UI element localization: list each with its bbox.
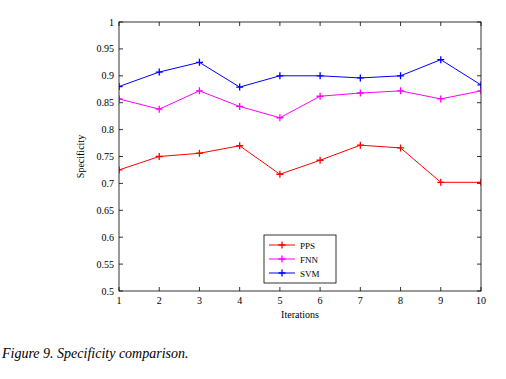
x-tick-label: 9 [438, 295, 443, 306]
plot-frame [119, 22, 481, 291]
x-tick-label: 6 [318, 295, 323, 306]
x-tick-label: 8 [398, 295, 403, 306]
series-marker [317, 72, 324, 79]
y-tick-label: 0.85 [97, 97, 115, 108]
y-tick-label: 0.6 [102, 232, 115, 243]
x-tick-label: 5 [277, 295, 282, 306]
y-tick-label: 0.7 [102, 178, 115, 189]
x-tick [239, 22, 240, 291]
series-marker [119, 83, 123, 90]
plot-area [119, 22, 481, 291]
series-line [119, 145, 481, 182]
series-marker [196, 87, 203, 94]
series-marker [236, 142, 243, 149]
x-tick-label: 4 [237, 295, 242, 306]
legend-marker [279, 270, 286, 277]
series-marker [397, 144, 404, 151]
series-marker [276, 114, 283, 121]
series-marker [397, 87, 404, 94]
series-marker [156, 69, 163, 76]
y-tick-label: 0.75 [97, 151, 115, 162]
series-marker [478, 81, 482, 88]
y-tick [119, 210, 481, 211]
x-tick-label: 1 [117, 295, 122, 306]
series-marker [437, 56, 444, 63]
y-tick-label: 0.55 [97, 259, 115, 270]
series-marker [437, 95, 444, 102]
series-marker [276, 72, 283, 79]
y-tick-label: 0.9 [102, 70, 115, 81]
legend-marker [279, 242, 286, 249]
series-marker [276, 171, 283, 178]
series-group [119, 56, 481, 186]
y-tick-label: 0.5 [102, 286, 115, 297]
x-tick-label: 7 [358, 295, 363, 306]
y-tick-label: 0.65 [97, 205, 115, 216]
series-marker [478, 179, 482, 186]
series-line [119, 91, 481, 118]
x-tick-label: 2 [157, 295, 162, 306]
caption: Figure 9. Specificity comparison. [1, 346, 189, 361]
series-marker [397, 72, 404, 79]
x-axis-label: Iterations [281, 309, 319, 320]
legend-marker [279, 256, 286, 263]
series-marker [119, 166, 123, 173]
legend-label: SVM [300, 269, 320, 279]
y-axis-label: Specificity [75, 135, 86, 178]
series-marker [156, 106, 163, 113]
x-tick [400, 22, 401, 291]
y-tick [119, 129, 481, 130]
series-marker [236, 103, 243, 110]
y-tick [119, 48, 481, 49]
x-tick-label: 3 [197, 295, 202, 306]
series-marker [236, 84, 243, 91]
legend: PPS FNN SVM [264, 235, 336, 283]
chart: 0.5 0.55 0.6 0.65 0.7 0.75 0.8 0.85 0.9 0.95 1 1 2 3 4… [0, 0, 506, 379]
series-marker [437, 179, 444, 186]
series-marker [357, 142, 364, 149]
series-marker [317, 93, 324, 100]
series-marker [119, 95, 123, 102]
x-tick [360, 22, 361, 291]
series-marker [196, 150, 203, 157]
x-tick-label: 10 [476, 295, 486, 306]
series-marker [156, 153, 163, 160]
series-marker [196, 59, 203, 66]
series-marker [357, 90, 364, 97]
legend-label: PPS [300, 241, 315, 251]
y-tick [119, 156, 481, 157]
y-tick [119, 183, 481, 184]
series-marker [317, 157, 324, 164]
y-tick-label: 0.95 [97, 43, 115, 54]
series-marker [357, 74, 364, 81]
y-tick-label: 0.8 [102, 124, 115, 135]
legend-box [264, 235, 336, 283]
y-tick-label: 1 [109, 17, 114, 28]
legend-label: FNN [300, 255, 319, 265]
series-line [119, 60, 481, 87]
